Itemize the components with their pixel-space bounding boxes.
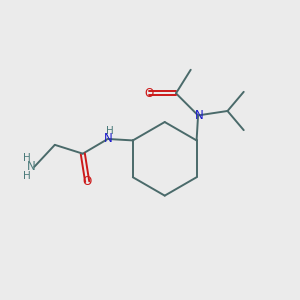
Text: N: N (27, 160, 36, 173)
Text: H: H (106, 126, 114, 136)
Text: N: N (195, 109, 204, 122)
Text: O: O (82, 175, 92, 188)
Text: O: O (145, 87, 154, 100)
Text: H: H (23, 171, 31, 181)
Text: H: H (23, 153, 31, 163)
Text: N: N (103, 133, 112, 146)
